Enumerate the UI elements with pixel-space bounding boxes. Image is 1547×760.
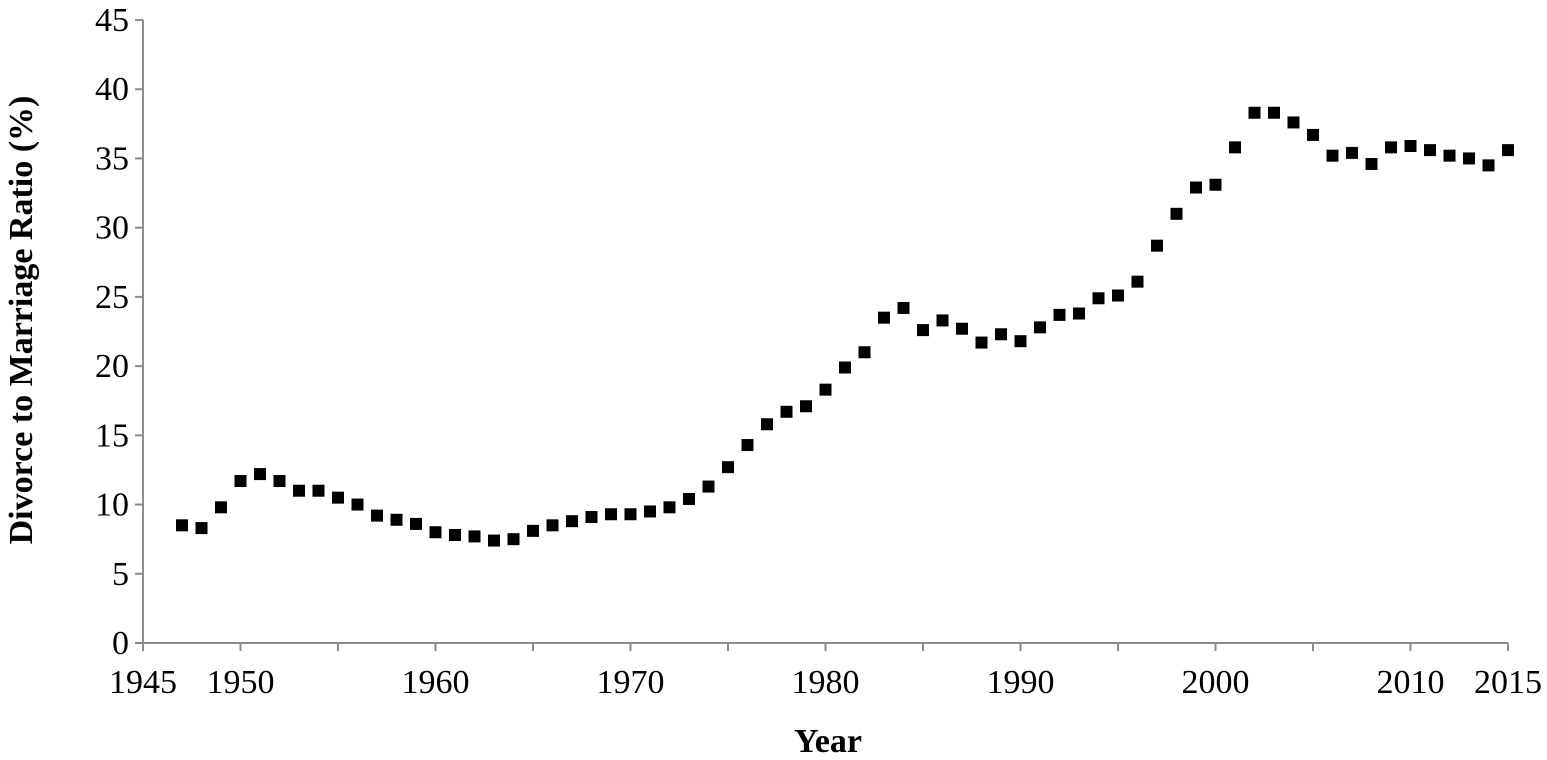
y-tick-label: 10 xyxy=(95,487,129,524)
y-axis-title: Divorce to Marriage Ratio (%) xyxy=(3,96,40,545)
data-point xyxy=(819,383,832,396)
data-point xyxy=(585,511,598,524)
y-tick-label: 5 xyxy=(112,556,129,593)
data-point xyxy=(293,484,305,497)
data-point xyxy=(1092,292,1105,305)
data-point xyxy=(1073,307,1085,320)
y-tick-label: 35 xyxy=(95,140,129,177)
data-point xyxy=(390,513,403,526)
data-point xyxy=(858,346,871,359)
data-point xyxy=(468,530,481,543)
data-point xyxy=(1307,128,1319,141)
data-point xyxy=(800,400,812,413)
data-point xyxy=(683,493,695,506)
data-point xyxy=(1346,146,1358,159)
data-point xyxy=(566,515,578,528)
data-point xyxy=(1209,178,1222,191)
data-point xyxy=(527,524,539,537)
data-points xyxy=(176,106,1514,547)
data-point xyxy=(273,475,286,488)
data-point xyxy=(1385,141,1397,154)
data-point xyxy=(254,468,266,481)
data-point xyxy=(1014,335,1027,348)
data-point xyxy=(234,475,247,488)
data-point xyxy=(936,314,949,327)
data-point xyxy=(410,517,422,530)
x-tick-label: 1945 xyxy=(109,664,177,701)
data-point xyxy=(1365,157,1378,170)
data-point xyxy=(195,522,208,535)
data-point xyxy=(507,533,520,546)
data-point xyxy=(1151,239,1163,252)
data-point xyxy=(1268,106,1280,119)
data-point xyxy=(702,480,715,493)
data-point xyxy=(546,519,559,532)
data-point xyxy=(449,529,461,542)
data-point xyxy=(1229,141,1241,154)
data-point xyxy=(1287,116,1300,129)
data-point xyxy=(1404,139,1417,152)
data-point xyxy=(1443,149,1456,162)
y-tick-label: 30 xyxy=(95,210,129,247)
data-point xyxy=(839,361,851,374)
data-point xyxy=(878,311,890,324)
x-tick-label: 2010 xyxy=(1377,664,1445,701)
data-point xyxy=(897,301,910,314)
data-point xyxy=(995,328,1007,341)
data-point xyxy=(351,498,364,511)
y-tick-label: 40 xyxy=(95,71,129,108)
x-tick-label: 2000 xyxy=(1182,664,1250,701)
data-point xyxy=(1034,321,1046,334)
data-point xyxy=(1482,159,1495,172)
data-point xyxy=(741,439,754,452)
y-tick-label: 15 xyxy=(95,417,129,454)
x-tick-label: 1950 xyxy=(207,664,275,701)
x-tick-label: 1990 xyxy=(987,664,1055,701)
y-tick-label: 0 xyxy=(112,625,129,662)
data-point xyxy=(624,508,637,521)
y-axis: 0 5 10 15 20 25 30 35 40 45 xyxy=(95,2,144,662)
data-point xyxy=(722,461,734,474)
data-point xyxy=(371,509,383,522)
data-point xyxy=(644,505,656,518)
data-point xyxy=(1463,152,1475,165)
x-tick-label: 1980 xyxy=(792,664,860,701)
x-tick-label: 1960 xyxy=(402,664,470,701)
data-point xyxy=(1424,144,1436,157)
data-point xyxy=(663,501,676,514)
x-tick-label: 2015 xyxy=(1474,664,1542,701)
y-tick-label: 20 xyxy=(95,348,129,385)
data-point xyxy=(780,405,793,418)
data-point xyxy=(1502,144,1514,157)
data-point xyxy=(429,526,442,539)
data-point xyxy=(975,336,988,349)
y-tick-label: 45 xyxy=(95,2,129,39)
data-point xyxy=(1190,181,1202,194)
x-tick-label: 1970 xyxy=(597,664,665,701)
data-point xyxy=(1248,106,1261,119)
x-axis: 1945 1950 1960 1970 1980 1990 2000 2010 2015 xyxy=(109,642,1542,701)
data-point xyxy=(1131,275,1144,288)
data-point xyxy=(312,484,325,497)
data-point xyxy=(215,501,227,514)
data-point xyxy=(1053,308,1066,321)
data-point xyxy=(332,491,344,504)
x-axis-title: Year xyxy=(794,723,862,760)
data-point xyxy=(761,418,773,431)
data-point xyxy=(956,322,968,335)
data-point xyxy=(1326,149,1339,162)
data-point xyxy=(917,324,929,337)
data-point xyxy=(176,519,188,532)
data-point xyxy=(605,508,617,521)
data-point xyxy=(1170,207,1183,220)
data-point xyxy=(488,534,500,547)
data-point xyxy=(1112,289,1124,302)
y-tick-label: 25 xyxy=(95,279,129,316)
